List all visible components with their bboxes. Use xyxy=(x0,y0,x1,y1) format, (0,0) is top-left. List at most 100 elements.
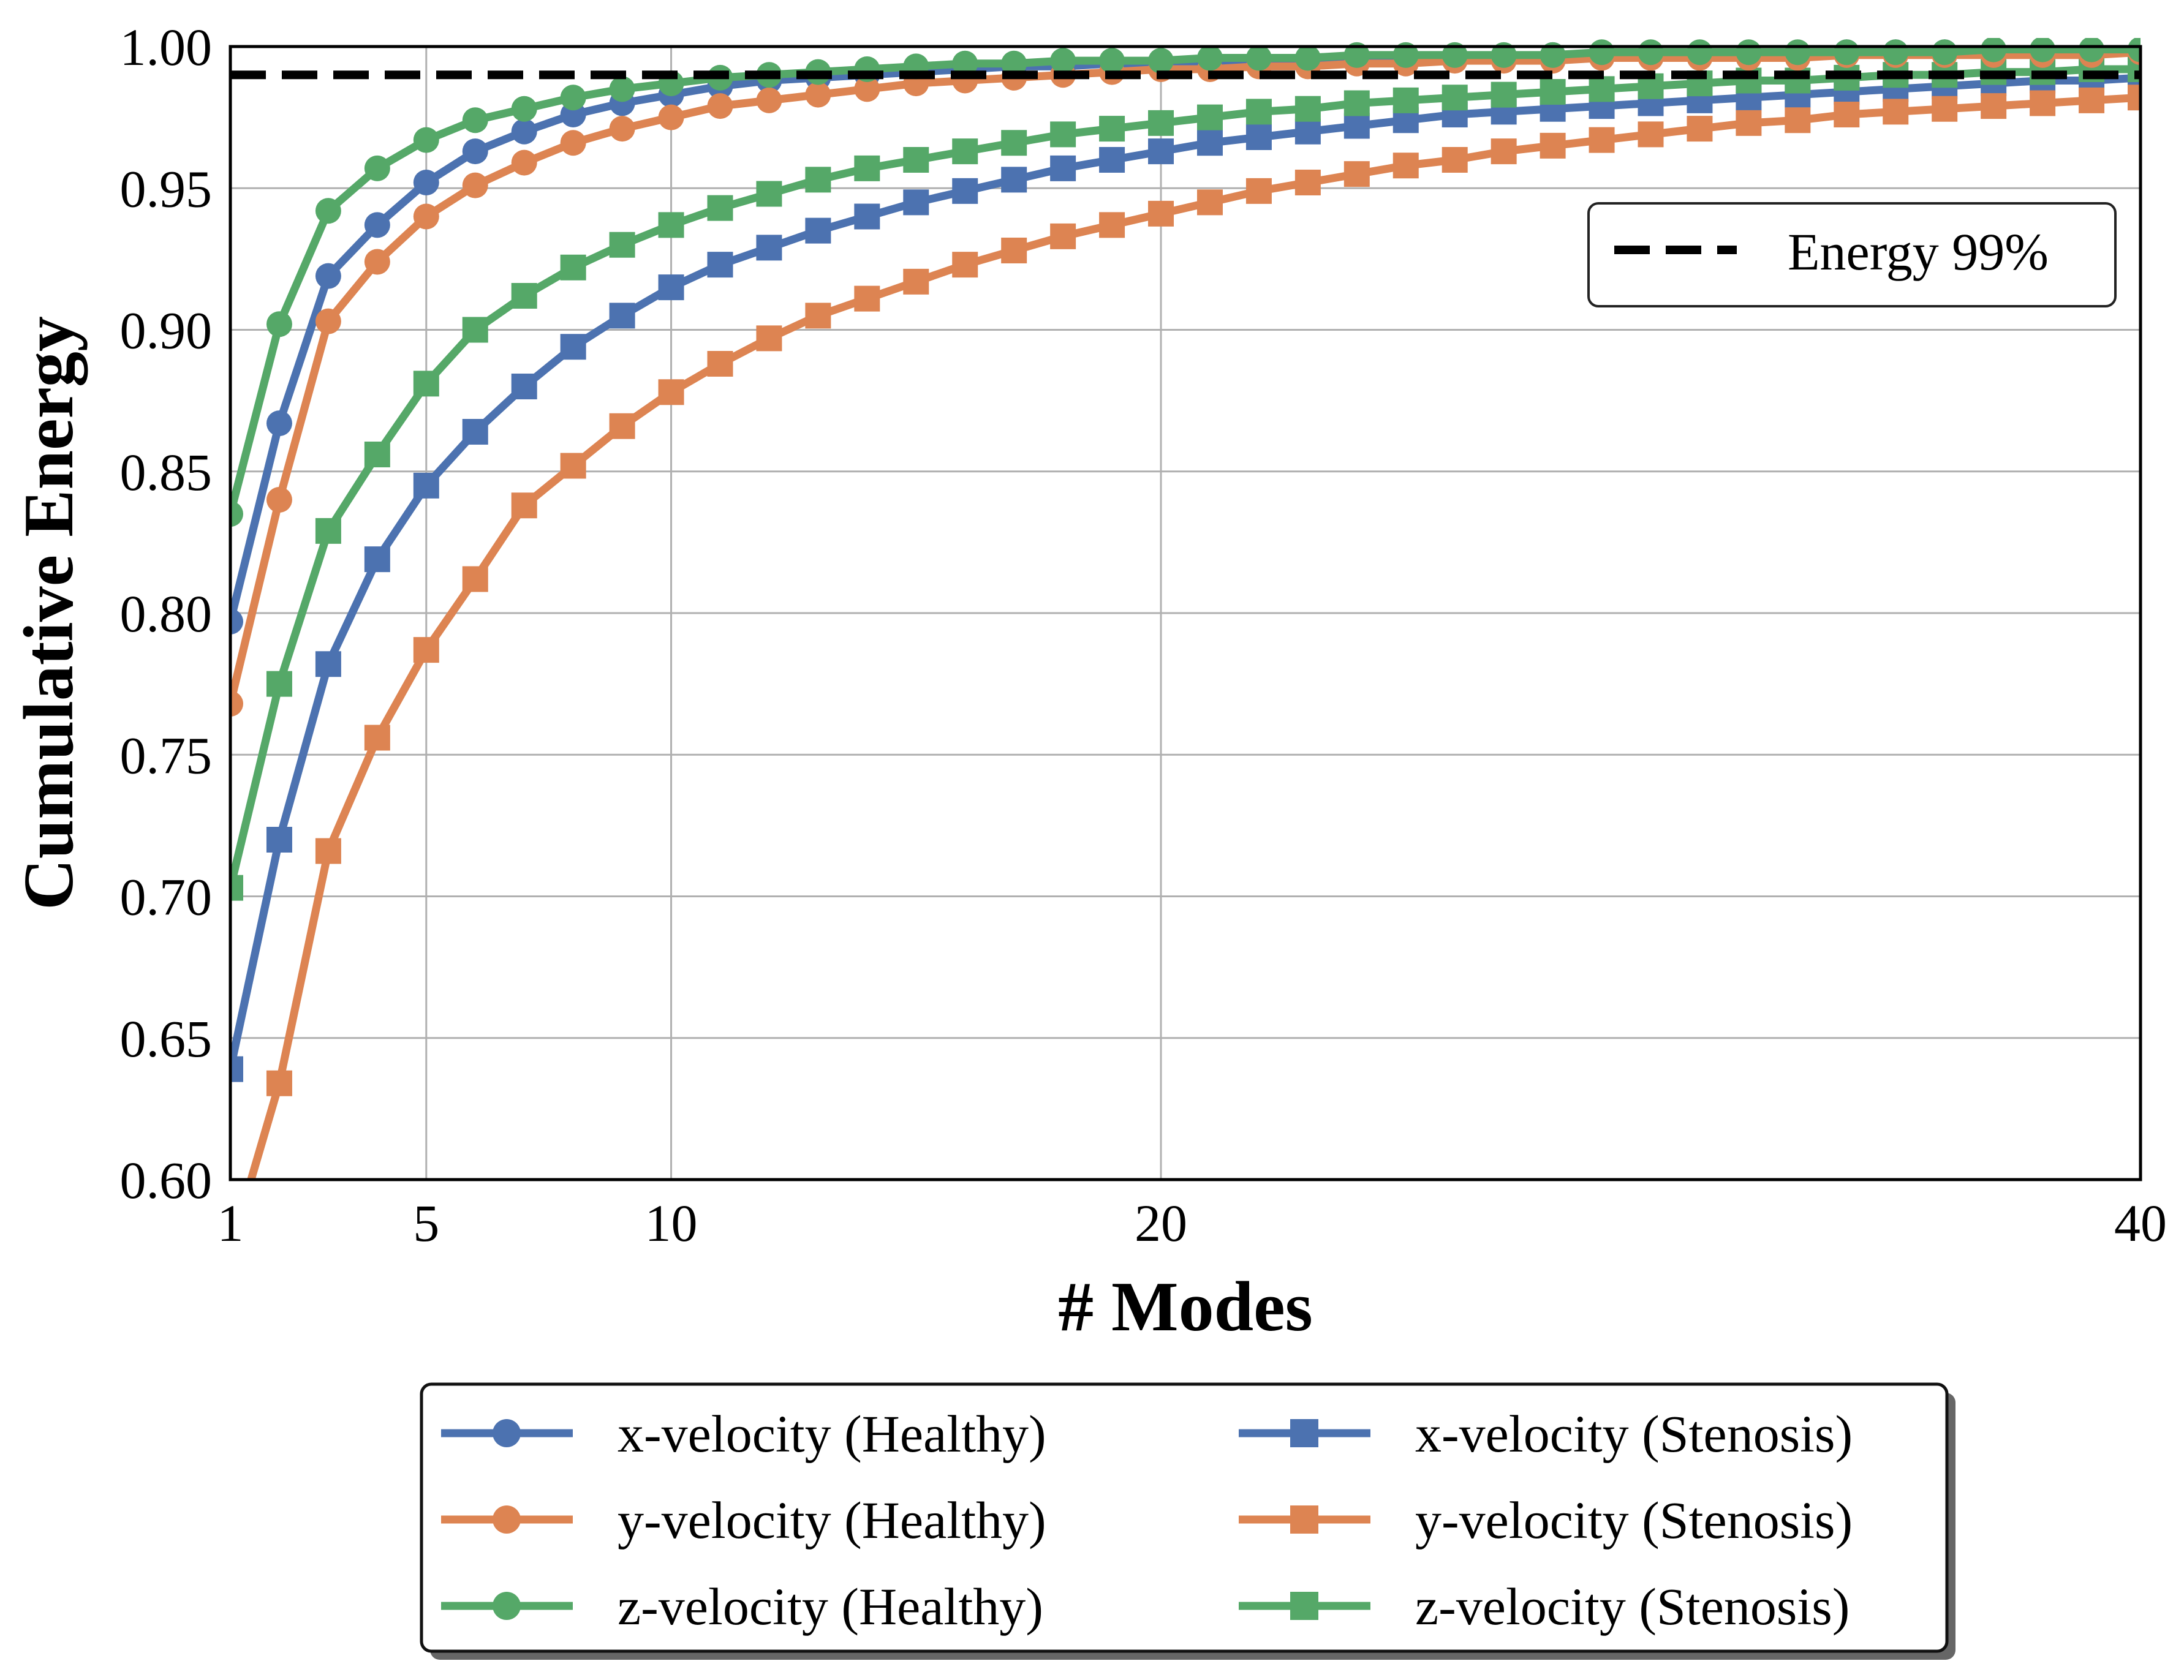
data-point xyxy=(707,195,733,221)
data-point xyxy=(1148,48,1174,74)
data-point xyxy=(1785,39,1811,66)
data-point xyxy=(315,518,341,544)
legend-entry: y-velocity (Stenosis) xyxy=(1239,1491,1853,1550)
data-point xyxy=(1638,39,1664,66)
data-point xyxy=(230,1056,243,1082)
data-point xyxy=(1932,96,1958,122)
series-line xyxy=(230,73,2141,1070)
data-point xyxy=(1491,42,1517,68)
data-point xyxy=(1883,39,1909,66)
y-tick-label: 1.00 xyxy=(120,18,213,77)
series-group xyxy=(230,38,2141,1180)
series-legend: x-velocity (Healthy) y-velocity (Healthy)… xyxy=(420,1382,1955,1660)
data-point xyxy=(1050,155,1076,181)
data-point xyxy=(1540,42,1566,68)
data-point xyxy=(1392,153,1419,179)
data-point xyxy=(230,875,243,901)
series-z-velocity-healthy xyxy=(230,38,2141,527)
data-point xyxy=(1343,90,1370,116)
data-point xyxy=(462,107,488,134)
data-point xyxy=(952,178,978,204)
data-point xyxy=(1050,48,1076,74)
data-point xyxy=(1491,81,1517,108)
data-point xyxy=(707,351,733,377)
data-point xyxy=(1540,79,1566,105)
plot-frame xyxy=(229,45,2142,1181)
data-point xyxy=(805,303,831,329)
x-tick-label: 5 xyxy=(413,1194,439,1252)
data-point xyxy=(1245,45,1272,71)
data-point xyxy=(2128,38,2141,62)
data-point xyxy=(462,317,488,343)
legend-label: x-velocity (Stenosis) xyxy=(1415,1404,1853,1463)
data-point xyxy=(805,217,831,244)
legend-label: x-velocity (Healthy) xyxy=(618,1404,1046,1463)
data-point xyxy=(266,1070,292,1096)
data-point xyxy=(854,285,880,312)
data-point xyxy=(1981,38,2007,62)
legend-entry: x-velocity (Stenosis) xyxy=(1239,1404,1853,1463)
data-point xyxy=(364,212,390,238)
data-point xyxy=(1589,76,1615,102)
y-tick-label: 0.85 xyxy=(120,443,213,502)
data-point xyxy=(609,232,635,258)
data-point xyxy=(230,501,243,527)
data-point xyxy=(511,374,537,399)
data-point xyxy=(805,167,831,193)
data-point xyxy=(315,838,341,864)
data-point xyxy=(266,487,292,513)
data-point xyxy=(854,76,880,102)
data-point xyxy=(1245,178,1272,204)
data-point xyxy=(2030,90,2056,116)
data-point xyxy=(1589,127,1615,153)
inner-legend-box xyxy=(1587,202,2117,307)
x-axis-label: # Modes xyxy=(1058,1268,1313,1346)
tick-labels: 1 5 10 20 40 0.60 0.65 0.70 0.75 0.80 0.85 0.90 0.95… xyxy=(120,18,2167,1252)
data-point xyxy=(1442,147,1468,173)
data-point xyxy=(658,274,684,301)
data-point xyxy=(1099,48,1125,74)
data-point xyxy=(1883,99,1909,125)
data-point xyxy=(609,413,635,439)
data-point xyxy=(1099,147,1125,173)
data-point xyxy=(315,651,341,677)
data-point xyxy=(511,283,537,309)
data-point xyxy=(854,203,880,230)
data-point xyxy=(609,116,635,142)
data-point xyxy=(1245,124,1272,150)
x-tick-label: 20 xyxy=(1135,1194,1187,1252)
data-point xyxy=(1343,161,1370,187)
data-point xyxy=(1294,45,1321,71)
data-point xyxy=(511,118,537,145)
legend-swatch-marker xyxy=(1290,1419,1318,1447)
legend-swatch-marker xyxy=(493,1592,521,1620)
data-point xyxy=(1050,223,1076,249)
data-point xyxy=(1392,87,1419,113)
data-point xyxy=(230,691,243,717)
data-point xyxy=(1196,104,1223,130)
data-point xyxy=(1294,96,1321,122)
data-point xyxy=(364,155,390,181)
data-point xyxy=(658,104,684,130)
data-point xyxy=(1589,39,1615,66)
data-point xyxy=(1736,39,1762,66)
series-line xyxy=(230,45,2141,515)
legend-entry: z-velocity (Healthy) xyxy=(441,1577,1043,1636)
data-point xyxy=(364,249,390,275)
legend-swatch-marker xyxy=(493,1505,521,1534)
legend-label: y-velocity (Healthy) xyxy=(618,1491,1046,1550)
data-point xyxy=(1981,93,2007,119)
data-point xyxy=(1687,39,1713,66)
legend-swatch-marker xyxy=(1290,1592,1318,1620)
data-point xyxy=(1932,39,1958,66)
data-point xyxy=(462,172,488,198)
data-point xyxy=(756,235,782,261)
data-point xyxy=(1099,116,1125,142)
data-point xyxy=(1001,130,1027,156)
data-point xyxy=(462,566,488,592)
data-point xyxy=(315,308,341,334)
data-point xyxy=(511,492,537,519)
y-tick-label: 0.75 xyxy=(120,726,213,785)
data-point xyxy=(413,371,439,397)
y-tick-label: 0.80 xyxy=(120,584,213,643)
